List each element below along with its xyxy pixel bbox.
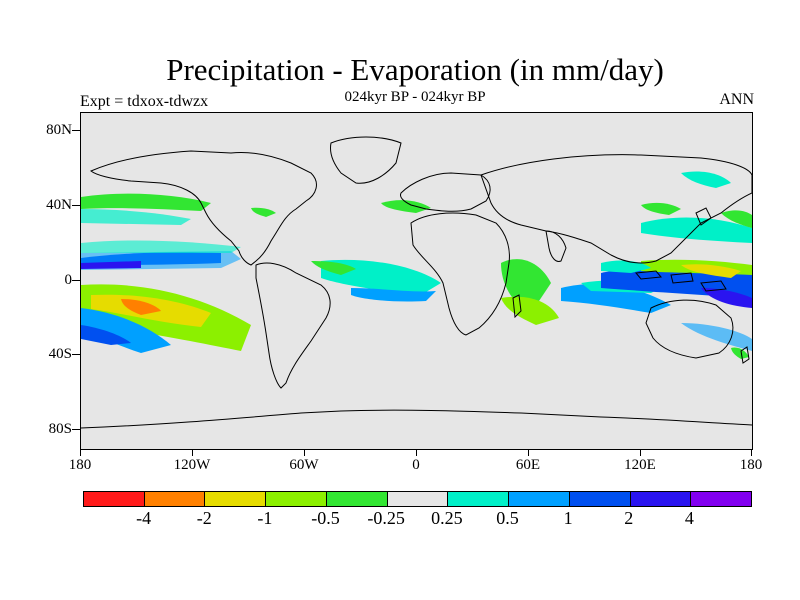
colorbar-swatch: [569, 492, 631, 506]
pme-region: [681, 171, 731, 188]
pme-region: [81, 240, 241, 253]
pme-region: [501, 296, 559, 325]
pme-region: [501, 259, 551, 313]
colorbar-swatch: [691, 492, 752, 506]
coastline-madagascar: [512, 294, 522, 319]
pme-region: [731, 347, 749, 359]
colorbar: [83, 491, 752, 507]
colorbar-swatch: [326, 492, 388, 506]
pme-shading: [81, 171, 752, 359]
coastline-south-america: [255, 262, 331, 389]
colorbar-label: -0.25: [367, 508, 405, 528]
coastline-australia: [645, 299, 734, 359]
colorbar-swatch: [144, 492, 206, 506]
colorbar-swatch: [448, 492, 510, 506]
pme-region: [601, 260, 651, 273]
lon-label: 120W: [173, 457, 211, 473]
coastline-india: [545, 230, 567, 262]
lat-label: 40S: [48, 346, 72, 362]
colorbar-label: -1: [257, 508, 273, 528]
colorbar-swatch: [205, 492, 267, 506]
coastline-greenland: [330, 136, 402, 184]
colorbar-swatch: [84, 492, 145, 506]
coastline-indonesia: [635, 270, 727, 292]
pme-region: [81, 308, 171, 353]
lon-label: 60E: [515, 457, 541, 473]
colorbar-label: 2: [624, 508, 634, 528]
pme-region: [381, 200, 431, 213]
lon-label: 0: [412, 457, 420, 473]
coastline-north-america: [90, 150, 317, 266]
pme-region: [81, 261, 141, 269]
colorbar-label: 0.5: [496, 508, 519, 528]
coastline-antarctica: [81, 409, 752, 429]
pme-region: [311, 261, 356, 275]
lon-label: 120E: [624, 457, 656, 473]
colorbar-label: 1: [563, 508, 573, 528]
coastline-asia: [480, 154, 752, 264]
lat-label: 80N: [46, 122, 72, 138]
pme-region: [641, 217, 752, 243]
pme-region: [121, 299, 161, 315]
season-label: ANN: [719, 91, 754, 108]
coastline-africa: [410, 212, 510, 336]
lat-label: 40N: [46, 197, 72, 213]
colorbar-label: 0.25: [431, 508, 463, 528]
lon-label: 60W: [289, 457, 319, 473]
pme-region: [681, 323, 752, 351]
pme-region: [721, 210, 752, 228]
lon-label: 180: [739, 457, 763, 473]
colorbar-label: 4: [684, 508, 694, 528]
coastline-new-zealand: [740, 346, 750, 364]
pme-region: [701, 288, 752, 308]
colorbar-swatch: [266, 492, 327, 506]
lat-label: 80S: [48, 421, 72, 437]
colorbar-swatch: [387, 492, 449, 506]
plot-subtitle: 024kyr BP - 024kyr BP: [344, 89, 486, 105]
pme-region: [81, 325, 131, 345]
pme-region: [351, 288, 436, 302]
colorbar-swatch: [630, 492, 692, 506]
pme-region: [81, 209, 191, 225]
colorbar-label: -4: [136, 508, 152, 528]
coastlines: [81, 136, 752, 429]
plot-title: Precipitation - Evaporation (in mm/day): [166, 52, 664, 87]
pme-region: [561, 284, 671, 313]
colorbar-swatch: [509, 492, 570, 506]
coastline-japan: [695, 207, 712, 226]
pme-region: [641, 202, 681, 215]
experiment-label: Expt = tdxox-tdwzx: [80, 93, 209, 110]
coastline-europe: [400, 172, 491, 212]
pme-region: [251, 207, 276, 217]
pme-region: [81, 193, 211, 211]
pme-region: [681, 264, 741, 278]
lon-label: 180: [68, 457, 92, 473]
colorbar-label: -0.5: [311, 508, 340, 528]
colorbar-label: -2: [196, 508, 212, 528]
map-panel: [80, 112, 753, 450]
map-canvas: [81, 136, 752, 429]
lat-label: 0: [64, 272, 73, 288]
